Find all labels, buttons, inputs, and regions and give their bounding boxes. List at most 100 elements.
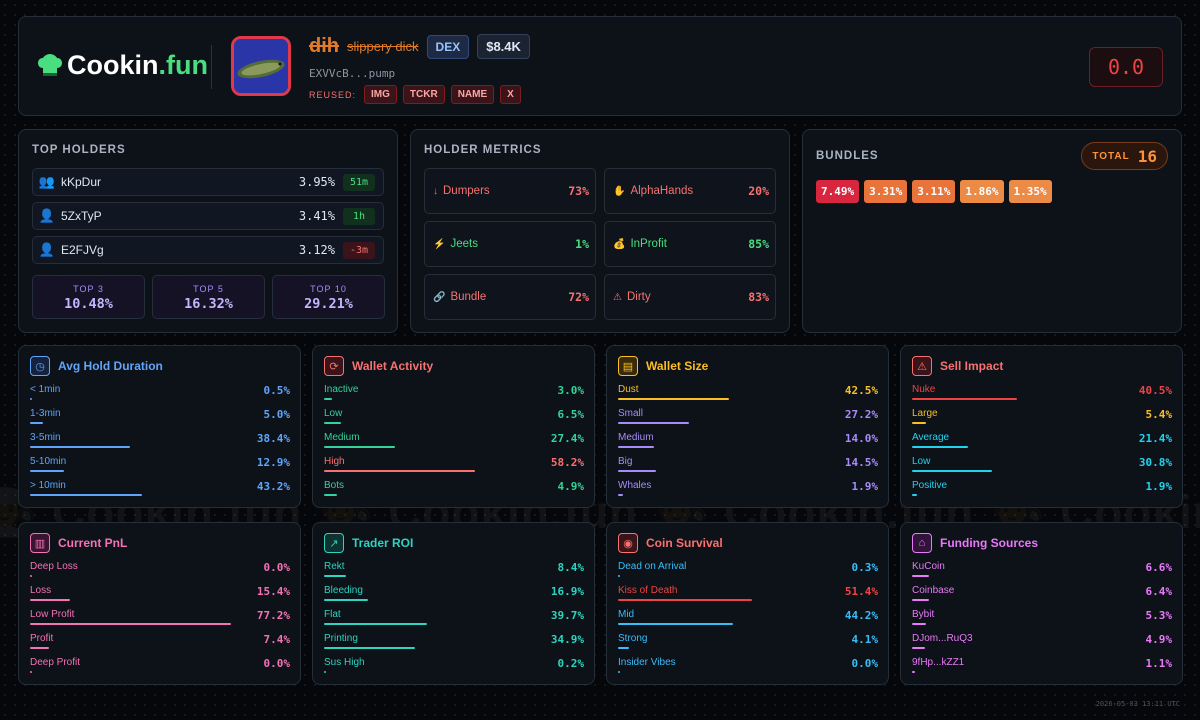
metric-inprofit: 💰 InProfit 85% <box>604 221 776 267</box>
bundle-chip: 1.86% <box>960 180 1004 203</box>
stat-label: 1-3min <box>30 408 61 419</box>
stat-value: 39.7% <box>550 609 584 622</box>
clock-icon: ◷ <box>30 356 50 376</box>
stat-row: Medium 14.0% <box>618 432 878 456</box>
holder-row[interactable]: 👥 kKpDur 3.95% 51m <box>32 168 384 196</box>
metric-label: ⚠ Dirty <box>613 291 651 303</box>
stat-value: 30.8% <box>1138 456 1172 469</box>
stat-label: 3-5min <box>30 432 61 443</box>
stat-value: 7.4% <box>263 633 291 646</box>
stat-bar <box>912 647 925 649</box>
stat-row: Small 27.2% <box>618 408 878 432</box>
stat-label: Kiss of Death <box>618 585 678 596</box>
metric-name: Dirty <box>626 291 651 303</box>
stat-bar <box>324 494 337 496</box>
stat-value: 3.0% <box>557 384 585 397</box>
divider <box>211 45 212 89</box>
stat-row: 5-10min 12.9% <box>30 456 290 480</box>
stat-row: Deep Loss 0.0% <box>30 561 290 585</box>
stat-row: 1-3min 5.0% <box>30 408 290 432</box>
holder-pct: 3.41% <box>298 209 335 223</box>
stat-bar <box>618 623 733 625</box>
stat-label: Coinbase <box>912 585 955 596</box>
stat-value: 4.9% <box>557 480 585 493</box>
stat-bar <box>912 494 917 496</box>
holder-name: kKpDur <box>61 175 102 189</box>
metric-icon: 💰 <box>613 239 626 250</box>
stat-value: 12.9% <box>256 456 290 469</box>
stat-value: 16.9% <box>550 585 584 598</box>
stat-row: Low Profit 77.2% <box>30 609 290 633</box>
metric-icon: ↓ <box>433 186 438 197</box>
metric-value: 1% <box>575 237 589 251</box>
holder-row[interactable]: 👤 E2FJVg 3.12% -3m <box>32 236 384 264</box>
stat-label: Small <box>618 408 644 419</box>
stat-value: 14.5% <box>844 456 878 469</box>
metric-value: 85% <box>748 237 769 251</box>
stat-value: 4.9% <box>1145 633 1173 646</box>
metric-alphahands: ✋ AlphaHands 20% <box>604 168 776 214</box>
stat-row: Strong 4.1% <box>618 633 878 657</box>
reused-tag: TCKR <box>402 85 445 104</box>
holder-row[interactable]: 👤 5ZxTyP 3.41% 1h <box>32 202 384 230</box>
stat-bar <box>912 671 915 673</box>
stat-bar <box>30 422 43 424</box>
stat-label: Inactive <box>324 384 359 395</box>
stat-value: 21.4% <box>1138 432 1172 445</box>
metric-label: ⚡ Jeets <box>433 238 478 250</box>
stat-value: 5.0% <box>263 408 291 421</box>
metric-icon: ⚡ <box>433 239 446 250</box>
stat-bar <box>912 446 968 448</box>
top-holders-panel: TOP HOLDERS 👥 kKpDur 3.95% 51m 👤 5ZxTyP 3.41% 1… <box>18 129 398 333</box>
stat-label: Deep Loss <box>30 561 78 572</box>
metric-value: 72% <box>568 290 589 304</box>
stat-row: Printing 34.9% <box>324 633 584 657</box>
stat-row: Whales 1.9% <box>618 480 878 504</box>
stat-row: Positive 1.9% <box>912 480 1172 504</box>
card-header: ⟳ Wallet Activity <box>324 356 433 376</box>
bundle-chip: 1.35% <box>1008 180 1052 203</box>
stat-card-wallet-activity: ⟳ Wallet Activity Inactive 3.0% Low 6.5% Mediu… <box>312 345 595 508</box>
trend-up-icon: ↗ <box>324 533 344 553</box>
top-concentration-box: TOP 3 10.48% <box>32 275 145 319</box>
card-header: ◷ Avg Hold Duration <box>30 356 163 376</box>
stat-label: Profit <box>30 633 54 644</box>
stat-label: High <box>324 456 345 467</box>
stat-card-avg-hold-duration: ◷ Avg Hold Duration < 1min 0.5% 1-3min 5.0% 3-… <box>18 345 301 508</box>
stat-bar <box>324 599 368 601</box>
risk-score: 0.0 <box>1089 47 1163 87</box>
stat-card-wallet-size: ▤ Wallet Size Dust 42.5% Small 27.2% Medium 14.… <box>606 345 889 508</box>
stat-row: Average 21.4% <box>912 432 1172 456</box>
stat-bar <box>30 575 32 577</box>
metric-dumpers: ↓ Dumpers 73% <box>424 168 596 214</box>
venue-badge: DEX <box>426 34 470 59</box>
users-icon: 👥 <box>38 174 56 189</box>
fish-image <box>234 39 288 93</box>
metric-value: 73% <box>568 184 589 198</box>
bundle-chip: 3.31% <box>864 180 908 203</box>
stat-value: 0.5% <box>263 384 291 397</box>
stat-row: Nuke 40.5% <box>912 384 1172 408</box>
stat-row: Large 5.4% <box>912 408 1172 432</box>
holder-age-badge: 51m <box>343 173 375 191</box>
stat-label: 9fHp...kZZ1 <box>912 657 965 668</box>
stat-label: Dust <box>618 384 639 395</box>
stat-value: 5.4% <box>1145 408 1173 421</box>
stat-value: 1.1% <box>1145 657 1173 670</box>
reused-tag: NAME <box>450 85 495 104</box>
token-address[interactable]: EXVVcB...pump <box>309 67 396 80</box>
stat-bar <box>912 575 930 577</box>
stat-label: Bybit <box>912 609 935 620</box>
card-header: ⚠ Sell Impact <box>912 356 1003 376</box>
reused-tag: IMG <box>364 85 397 104</box>
metric-value: 83% <box>748 290 769 304</box>
top-value: 10.48% <box>64 296 113 312</box>
stat-card-trader-roi: ↗ Trader ROI Rekt 8.4% Bleeding 16.9% Flat 39.7… <box>312 522 595 685</box>
stat-value: 0.2% <box>557 657 585 670</box>
stat-row: Rekt 8.4% <box>324 561 584 585</box>
stat-value: 6.4% <box>1145 585 1173 598</box>
stat-label: Loss <box>30 585 52 596</box>
token-name: slippery dick <box>347 39 419 54</box>
stat-bar <box>618 446 655 448</box>
stat-row: Bots 4.9% <box>324 480 584 504</box>
